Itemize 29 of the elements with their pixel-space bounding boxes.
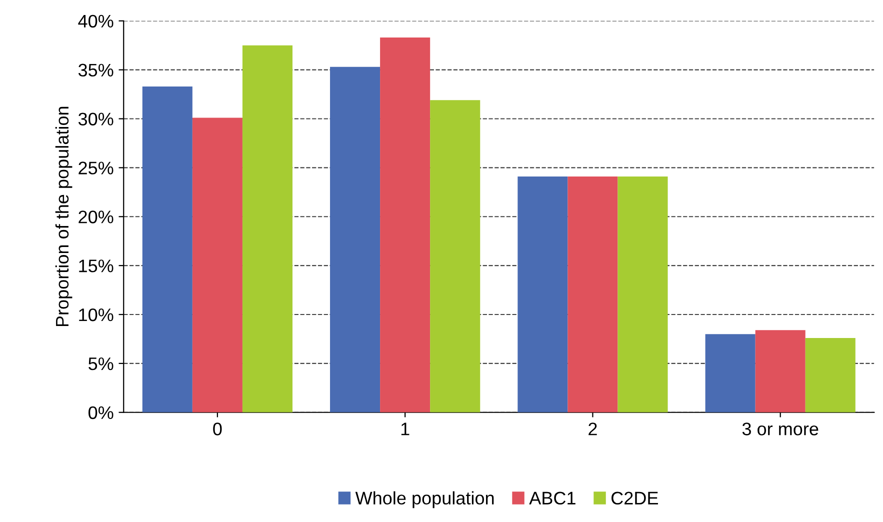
y-tick-label: 15% (79, 260, 114, 272)
bar (330, 66, 380, 412)
bar (568, 176, 618, 412)
y-axis-title: Proportion of the population (55, 106, 72, 326)
x-tick-label: 0 (213, 422, 222, 436)
legend-label: Whole population (355, 491, 494, 508)
y-tick-label: 5% (88, 357, 114, 370)
y-tick-label: 35% (78, 64, 114, 77)
y-tick-label: 40% (78, 14, 114, 28)
bar (755, 330, 806, 412)
bar (705, 334, 756, 412)
y-tick-label: 20% (78, 210, 114, 224)
bar (380, 38, 430, 412)
y-tick-label: 0% (88, 406, 114, 420)
y-tick-label: 30% (78, 112, 114, 126)
bar (142, 86, 192, 412)
bar (242, 45, 292, 412)
bar (192, 118, 242, 412)
x-tick-label: 3 or more (742, 422, 818, 436)
bar (618, 176, 668, 412)
bar (805, 338, 856, 412)
y-tick-label: 10% (79, 308, 114, 322)
legend-label: C2DE (612, 492, 658, 505)
legend-label: ABC1 (529, 492, 576, 505)
y-tick-label: 25% (78, 162, 114, 174)
bar (518, 176, 568, 412)
x-tick-label: 1 (401, 422, 410, 436)
bar (430, 100, 480, 412)
x-tick-label: 2 (588, 422, 597, 436)
